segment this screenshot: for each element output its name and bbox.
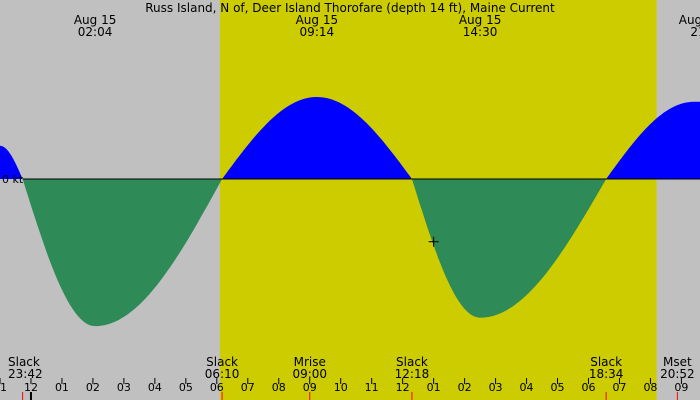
current-time-crosshair: [428, 236, 439, 247]
event-time: 21:: [690, 25, 700, 39]
hour-tick-label: 12: [24, 381, 38, 394]
hour-tick-label: 12: [396, 381, 410, 394]
event-date: Aug 15: [296, 13, 339, 27]
hour-tick-label: 09: [674, 381, 688, 394]
event-time: 20:52: [660, 367, 695, 381]
event-name: Slack: [206, 355, 238, 369]
hour-tick-label: 03: [117, 381, 131, 394]
event-time: 12:18: [395, 367, 430, 381]
hour-tick-label: 04: [148, 381, 162, 394]
hour-tick-label: 03: [489, 381, 503, 394]
hour-tick-label: 07: [612, 381, 626, 394]
event-name: Mset: [663, 355, 692, 369]
hour-tick-label: 08: [272, 381, 286, 394]
flood-area: [606, 101, 700, 179]
hour-tick-label: 10: [334, 381, 348, 394]
event-date: Aug 15: [74, 13, 117, 27]
hour-tick-label: 01: [427, 381, 441, 394]
chart-title: Russ Island, N of, Deer Island Thorofare…: [145, 1, 555, 15]
hour-tick-label: 06: [210, 381, 224, 394]
zero-label: 0 kt: [2, 173, 24, 186]
hour-tick-label: 06: [581, 381, 595, 394]
event-time: 02:04: [78, 25, 113, 39]
event-date: Aug 15: [459, 13, 502, 27]
event-date: Aug 15: [679, 13, 700, 27]
ebb-area: [22, 179, 223, 327]
flood-area: [0, 145, 23, 179]
bottom-event-labels: Slack23:42Slack06:10Mrise09:00Slack12:18…: [8, 355, 695, 381]
flood-area: [222, 97, 412, 179]
event-name: Slack: [8, 355, 40, 369]
event-time: 06:10: [205, 367, 240, 381]
hour-tick-label: 02: [86, 381, 100, 394]
hour-tick-label: 04: [520, 381, 534, 394]
event-name: Slack: [396, 355, 428, 369]
event-time: 14:30: [463, 25, 498, 39]
hour-tick-label: 08: [643, 381, 657, 394]
hour-tick-label: 07: [241, 381, 255, 394]
flood-areas: [0, 97, 700, 179]
hour-tick-label: 11: [0, 381, 7, 394]
hour-axis: 11 12 01 02 03 04 05 06 07 08 09 10 11 12 01 02 03 04 05 06…: [0, 378, 688, 400]
ebb-area: [411, 179, 607, 318]
event-time: 23:42: [8, 367, 43, 381]
event-time: 18:34: [589, 367, 624, 381]
hour-tick-label: 05: [179, 381, 193, 394]
hour-tick-label: 01: [55, 381, 69, 394]
hour-tick-label: 02: [458, 381, 472, 394]
event-name: Mrise: [294, 355, 326, 369]
ebb-areas: [22, 179, 607, 327]
event-time: 09:00: [292, 367, 327, 381]
hour-tick-label: 05: [551, 381, 565, 394]
event-time: 09:14: [300, 25, 335, 39]
hour-tick-label: 11: [365, 381, 379, 394]
hour-tick-label: 09: [303, 381, 317, 394]
event-name: Slack: [590, 355, 622, 369]
